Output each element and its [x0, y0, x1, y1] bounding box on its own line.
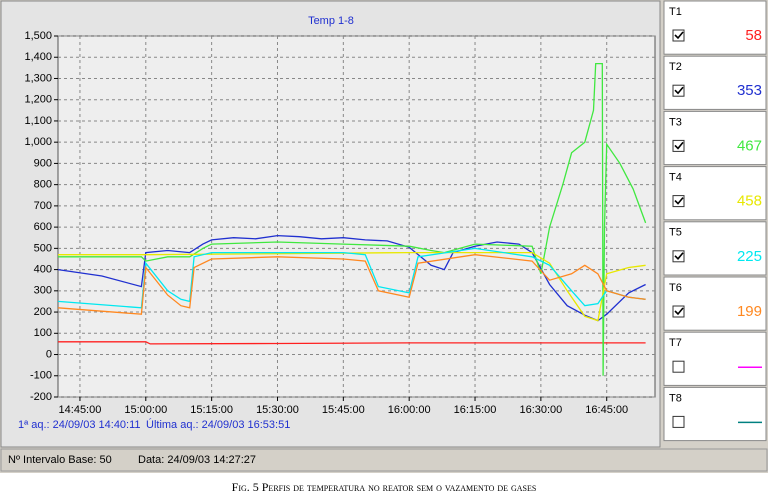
first-acquisition: 1ª aq.: 24/09/03 14:40:11: [18, 419, 141, 431]
y-tick-label: 1,000: [24, 136, 52, 148]
channel-checkbox[interactable]: [672, 139, 685, 152]
channel-name: T8: [669, 392, 682, 404]
series-line: [58, 341, 646, 345]
series-line: [57, 254, 646, 315]
plot-area: [57, 35, 656, 398]
checkmark: [674, 252, 684, 260]
status-date: Data: 24/09/03 14:27:27: [138, 454, 256, 466]
x-tick-label: 16:00:00: [388, 404, 431, 416]
status-bar: [0, 448, 768, 472]
channel-checkbox[interactable]: [672, 360, 685, 373]
checkmark: [674, 86, 684, 95]
y-tick-label: 1,100: [24, 115, 52, 127]
y-tick-label: 600: [34, 221, 52, 233]
channel-name: T2: [669, 61, 682, 73]
channel-name: T4: [669, 172, 682, 184]
y-tick-label: 1,200: [24, 94, 52, 106]
y-tick-label: 1,300: [24, 72, 52, 84]
channel-checkbox[interactable]: [672, 29, 685, 42]
channel-checkbox[interactable]: [672, 305, 685, 318]
channel-reading: 225: [737, 248, 762, 265]
series-line: [57, 247, 646, 309]
x-tick-label: 15:00:00: [124, 404, 167, 416]
x-tick-label: 15:30:00: [256, 404, 299, 416]
x-tick-label: 16:15:00: [454, 404, 497, 416]
channel-checkbox[interactable]: [672, 84, 685, 97]
x-tick-label: 16:30:00: [519, 404, 562, 416]
x-tick-label: 15:15:00: [190, 404, 233, 416]
y-tick-label: -200: [30, 391, 52, 403]
y-tick-label: 800: [34, 179, 52, 191]
y-tick-label: 400: [34, 263, 52, 275]
channel-checkbox[interactable]: [672, 195, 685, 208]
channel-cell: [663, 166, 767, 221]
channel-name: T7: [669, 337, 682, 349]
y-tick-label: 1,500: [24, 30, 52, 42]
y-tick-label: 700: [34, 200, 52, 212]
channel-checkbox[interactable]: [672, 415, 685, 428]
checkmark: [674, 141, 684, 150]
channel-name: T3: [669, 116, 682, 128]
y-tick-label: 1,400: [24, 51, 52, 63]
plot: 1,500 1,400 1,300 1,200 1,100 1,000 900 800 700 6…: [24, 30, 655, 416]
checkmark: [674, 31, 684, 40]
caption: Fig. 5 Perfis de temperatura no reator s…: [232, 480, 537, 494]
channel-name: T6: [669, 282, 682, 294]
channel-cell: [663, 0, 767, 55]
checkmark: [674, 197, 684, 205]
channel-cell: [663, 110, 767, 166]
channel-reading: 467: [737, 137, 762, 154]
y-tick-label: 300: [34, 285, 52, 297]
status-interval: Nº Intervalo Base: 50: [8, 454, 112, 466]
channel-name: T1: [669, 6, 682, 18]
channel-reading: 353: [737, 82, 762, 99]
channel-reading: 458: [737, 193, 762, 210]
channel-cell: [663, 221, 767, 276]
last-acquisition: Última aq.: 24/09/03 16:53:51: [146, 418, 290, 431]
channel-cell: [663, 331, 767, 386]
x-tick-label: 15:45:00: [322, 404, 365, 416]
channel-cell: [663, 55, 767, 110]
channel-checkbox[interactable]: [672, 250, 685, 263]
channel-panel: T1 58 T2 353 T3 467 T4 458 T5 225 T6 199 T7 T8: [663, 0, 767, 442]
chart-title: Temp 1-8: [308, 15, 354, 27]
series-line: [57, 234, 646, 322]
y-tick-label: 200: [34, 306, 52, 318]
channel-name: T5: [669, 227, 682, 239]
y-tick-label: 500: [34, 242, 52, 254]
y-tick-label: 0: [46, 348, 52, 360]
y-tick-label: -100: [30, 370, 52, 382]
channel-cell: [663, 276, 767, 331]
x-tick-label: 14:45:00: [59, 404, 102, 416]
channel-reading: 58: [745, 27, 762, 44]
checkmark: [674, 307, 684, 316]
series-line: [58, 62, 647, 376]
y-tick-label: 100: [34, 327, 52, 339]
x-tick-label: 16:45:00: [585, 404, 628, 416]
channel-reading: 199: [737, 303, 762, 320]
channel-cell: [663, 386, 767, 442]
y-tick-label: 900: [34, 157, 52, 169]
